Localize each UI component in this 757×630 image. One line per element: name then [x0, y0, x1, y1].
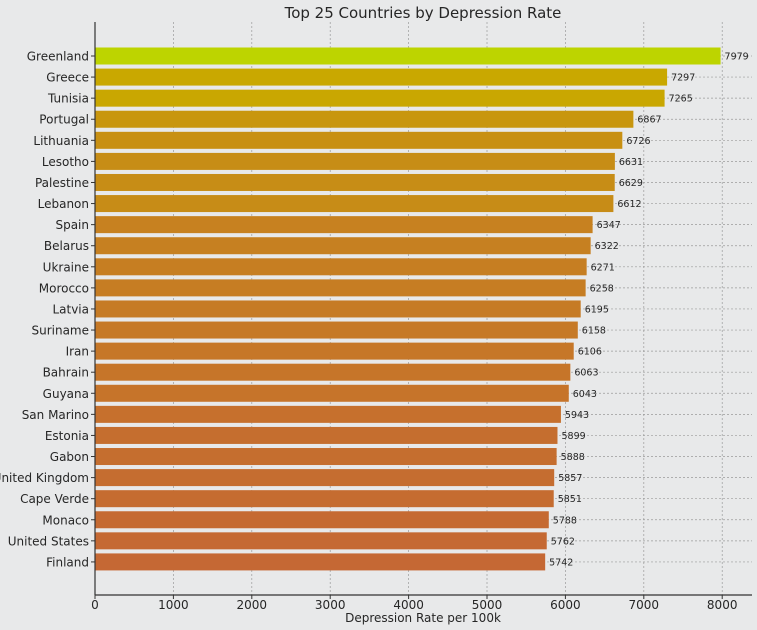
data-label: 7979: [725, 52, 749, 63]
y-tick-label: Gabon: [50, 450, 89, 464]
x-tick-label: 6000: [550, 598, 581, 612]
data-label: 6271: [591, 262, 615, 273]
data-label: 6867: [637, 115, 661, 126]
y-tick-label: Estonia: [45, 429, 89, 443]
data-label: 6106: [578, 347, 602, 358]
x-axis-ticks: 0 1000 2000 3000 4000 5000 6000 7000 8000 Greenla…: [0, 50, 737, 613]
data-label: 6322: [595, 241, 619, 252]
y-tick-label: Iran: [66, 345, 89, 359]
x-tick-label: 0: [91, 598, 99, 612]
bar: [95, 363, 571, 381]
bar: [95, 532, 547, 550]
x-tick-label: 1000: [158, 598, 189, 612]
y-tick-label: United Kingdom: [0, 471, 89, 485]
data-label: 6347: [597, 220, 621, 231]
data-label: 6158: [582, 326, 606, 337]
y-tick-label: Greenland: [27, 50, 89, 64]
bar: [95, 553, 546, 571]
y-tick-label: Greece: [46, 71, 89, 85]
bar: [95, 511, 549, 529]
data-label: 5762: [551, 536, 575, 547]
bar: [95, 300, 581, 318]
data-label: 6629: [619, 178, 643, 189]
bar: [95, 426, 558, 444]
x-tick-label: 2000: [237, 598, 268, 612]
y-tick-label: Suriname: [31, 324, 89, 338]
x-tick-label: 5000: [472, 598, 503, 612]
bar: [95, 216, 593, 234]
bar: [95, 469, 555, 487]
bar: [95, 405, 561, 423]
data-label: 5788: [553, 515, 577, 526]
data-label: 6612: [617, 199, 641, 210]
y-tick-label: Belarus: [44, 239, 89, 253]
y-tick-label: Morocco: [39, 281, 89, 295]
y-tick-label: San Marino: [22, 408, 89, 422]
y-tick-label: Ukraine: [43, 260, 89, 274]
x-tick-label: 7000: [629, 598, 660, 612]
data-label: 6726: [626, 136, 650, 147]
data-label: 6063: [574, 368, 598, 379]
data-label: 5899: [561, 431, 585, 442]
y-tick-label: Portugal: [39, 113, 89, 127]
bar: [95, 237, 591, 255]
data-label: 5857: [558, 473, 582, 484]
y-tick-label: Lebanon: [38, 197, 89, 211]
data-label: 5943: [565, 410, 589, 421]
x-tick-label: 3000: [315, 598, 346, 612]
y-tick-label: Guyana: [43, 387, 89, 401]
y-tick-label: Tunisia: [47, 92, 89, 106]
bar: [95, 321, 578, 339]
y-tick-label: Palestine: [35, 176, 89, 190]
bar: [95, 89, 665, 107]
bar: [95, 258, 587, 276]
x-tick-label: 4000: [393, 598, 424, 612]
y-tick-label: Bahrain: [43, 366, 89, 380]
bar: [95, 152, 615, 170]
data-label: 6195: [585, 304, 609, 315]
bar: [95, 195, 614, 213]
bar: [95, 68, 668, 86]
y-tick-label: Monaco: [42, 513, 89, 527]
x-tick-label: 8000: [707, 598, 738, 612]
bar: [95, 384, 569, 402]
data-label: 7297: [671, 73, 695, 84]
bars: 7979 7297 7265 6867 6726 6631 6629 6612 6347 6322…: [95, 47, 749, 571]
data-label: 6258: [590, 283, 614, 294]
y-tick-label: Spain: [55, 218, 89, 232]
chart-title: Top 25 Countries by Depression Rate: [284, 4, 562, 22]
data-label: 5851: [558, 494, 582, 505]
bar: [95, 131, 623, 149]
x-axis-label: Depression Rate per 100k: [345, 611, 501, 625]
y-tick-label: Latvia: [52, 302, 89, 316]
data-label: 7265: [669, 94, 693, 105]
bar: [95, 448, 557, 466]
data-label: 6043: [573, 389, 597, 400]
y-tick-label: Finland: [46, 555, 89, 569]
data-label: 5888: [561, 452, 585, 463]
y-tick-label: Lithuania: [33, 134, 89, 148]
bar: [95, 110, 634, 128]
bar: [95, 173, 615, 191]
bar: [95, 47, 721, 65]
bar: [95, 342, 574, 360]
bar: [95, 490, 554, 508]
data-label: 6631: [619, 157, 643, 168]
y-tick-label: Cape Verde: [20, 492, 89, 506]
data-label: 5742: [549, 557, 573, 568]
y-tick-label: Lesotho: [42, 155, 89, 169]
bar: [95, 279, 586, 297]
y-tick-label: United States: [8, 534, 89, 548]
